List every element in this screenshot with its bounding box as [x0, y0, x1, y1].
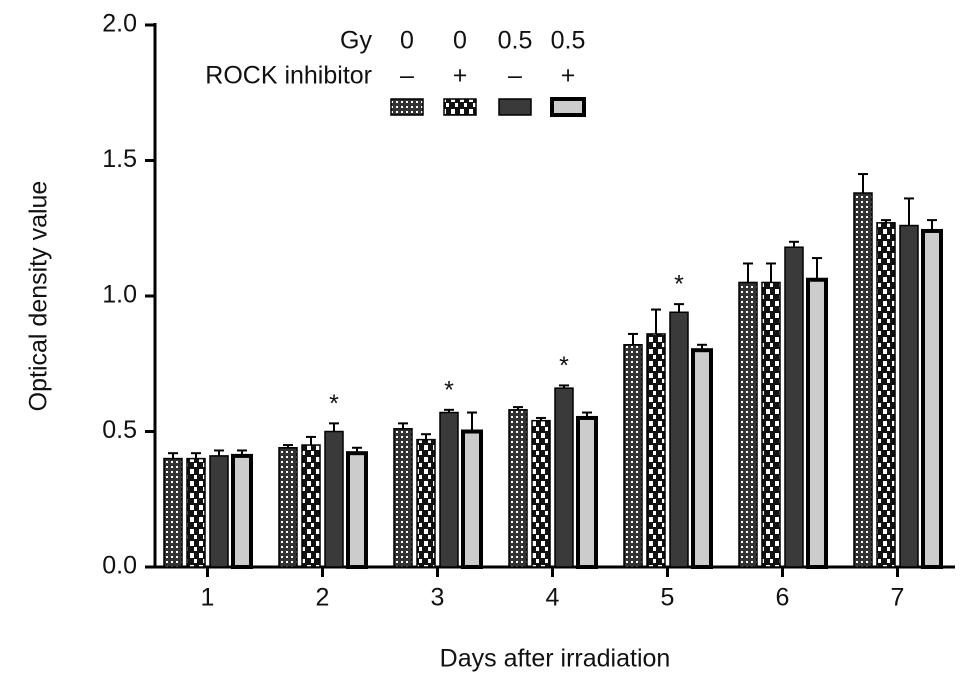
bar	[761, 281, 781, 568]
bar	[393, 428, 413, 568]
bar	[576, 415, 598, 570]
legend-swatch	[443, 98, 477, 116]
legend-swatch	[498, 98, 532, 116]
x-tick-label: 1	[201, 584, 215, 612]
bar	[691, 348, 713, 570]
bar	[163, 457, 183, 568]
legend-cell: 0.5	[498, 27, 533, 55]
legend-cell: –	[400, 62, 414, 90]
bar	[461, 429, 483, 569]
bar	[231, 453, 253, 570]
legend-cell: +	[561, 62, 576, 90]
bar	[508, 409, 528, 568]
bar	[738, 281, 758, 568]
bar	[439, 411, 459, 568]
significance-marker: *	[444, 376, 454, 404]
bar	[531, 419, 551, 568]
y-axis-label: Optical density value	[25, 181, 53, 412]
bar	[806, 277, 828, 569]
x-tick-label: 6	[776, 584, 790, 612]
significance-marker: *	[559, 352, 569, 380]
bar	[416, 438, 436, 568]
legend-swatch	[550, 97, 586, 117]
significance-marker: *	[329, 390, 339, 418]
legend-cell: 0.5	[551, 27, 586, 55]
legend-cell: +	[453, 62, 468, 90]
y-tick-label: 0.5	[102, 416, 137, 444]
bar	[186, 457, 206, 568]
x-tick-label: 7	[891, 584, 905, 612]
x-axis-label: Days after irradiation	[440, 645, 671, 673]
bar	[921, 228, 943, 570]
bar	[209, 455, 229, 568]
bar	[669, 311, 689, 568]
bar	[301, 444, 321, 568]
bar	[853, 192, 873, 568]
legend-cell: –	[508, 62, 522, 90]
y-tick-label: 0.0	[102, 552, 137, 580]
bar	[623, 344, 643, 568]
x-tick-label: 3	[431, 584, 445, 612]
bar	[899, 224, 919, 568]
bar	[784, 246, 804, 568]
bar	[554, 387, 574, 568]
bar	[646, 333, 666, 568]
x-tick-label: 2	[316, 584, 330, 612]
bar	[278, 447, 298, 568]
legend-swatch	[390, 98, 424, 116]
x-tick-label: 5	[661, 584, 675, 612]
legend-row-label: ROCK inhibitor	[205, 62, 372, 90]
legend-cell: 0	[400, 27, 414, 55]
y-tick-label: 1.0	[102, 281, 137, 309]
x-tick-label: 4	[546, 584, 560, 612]
bar	[324, 430, 344, 568]
significance-marker: *	[674, 271, 684, 299]
y-tick-label: 2.0	[102, 10, 137, 38]
bar	[346, 451, 368, 569]
y-tick-label: 1.5	[102, 145, 137, 173]
legend-cell: 0	[453, 27, 467, 55]
bar	[876, 222, 896, 568]
legend-row-label: Gy	[340, 27, 372, 55]
